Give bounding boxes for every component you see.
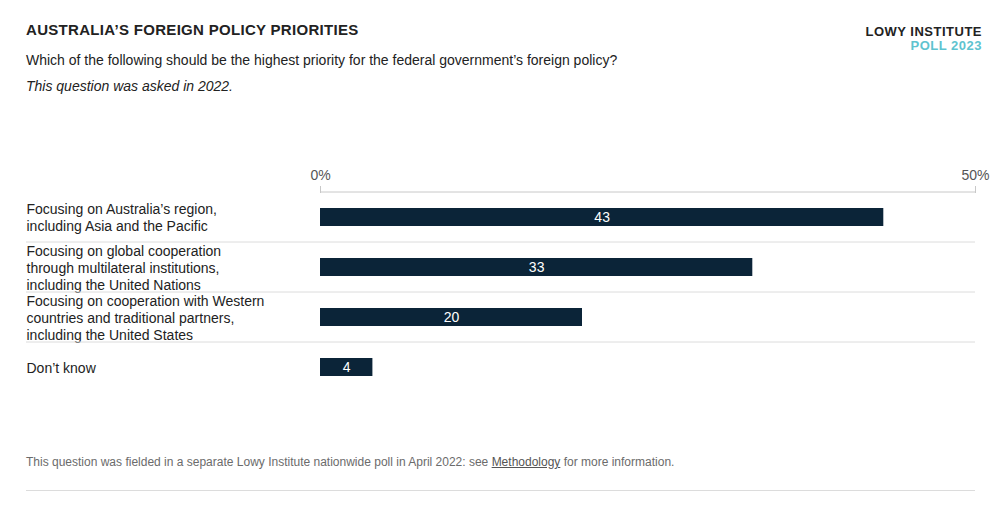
svg-text:0%: 0% (310, 167, 330, 183)
html-text:This question was asked in 202: This question was asked in 2022. (26, 78, 233, 94)
svg-text:50%: 50% (961, 167, 989, 183)
svg-text:20: 20 (444, 309, 460, 325)
svg-text:4: 4 (343, 359, 351, 375)
svg-text:Don’t know: Don’t know (27, 360, 97, 376)
svg-text:Focusing on cooperation with W: Focusing on cooperation with Westerncoun… (27, 293, 265, 343)
svg-text:Focusing on global cooperation: Focusing on global cooperationthrough mu… (27, 243, 222, 293)
html-text:POLL 2023: POLL 2023 (910, 38, 982, 53)
svg-text:Focusing on Australia’s region: Focusing on Australia’s region,including… (27, 201, 217, 234)
svg-text:33: 33 (529, 259, 545, 275)
svg-text:43: 43 (594, 209, 610, 225)
html-text:Which of the following should: Which of the following should be the hig… (26, 52, 618, 68)
html-text:This question was fielded in a: This question was fielded in a separate … (26, 455, 675, 469)
html-text:AUSTRALIA’S FOREIGN POLICY PRI: AUSTRALIA’S FOREIGN POLICY PRIORITIES (26, 21, 359, 38)
html-text:LOWY INSTITUTE: LOWY INSTITUTE (865, 24, 982, 39)
